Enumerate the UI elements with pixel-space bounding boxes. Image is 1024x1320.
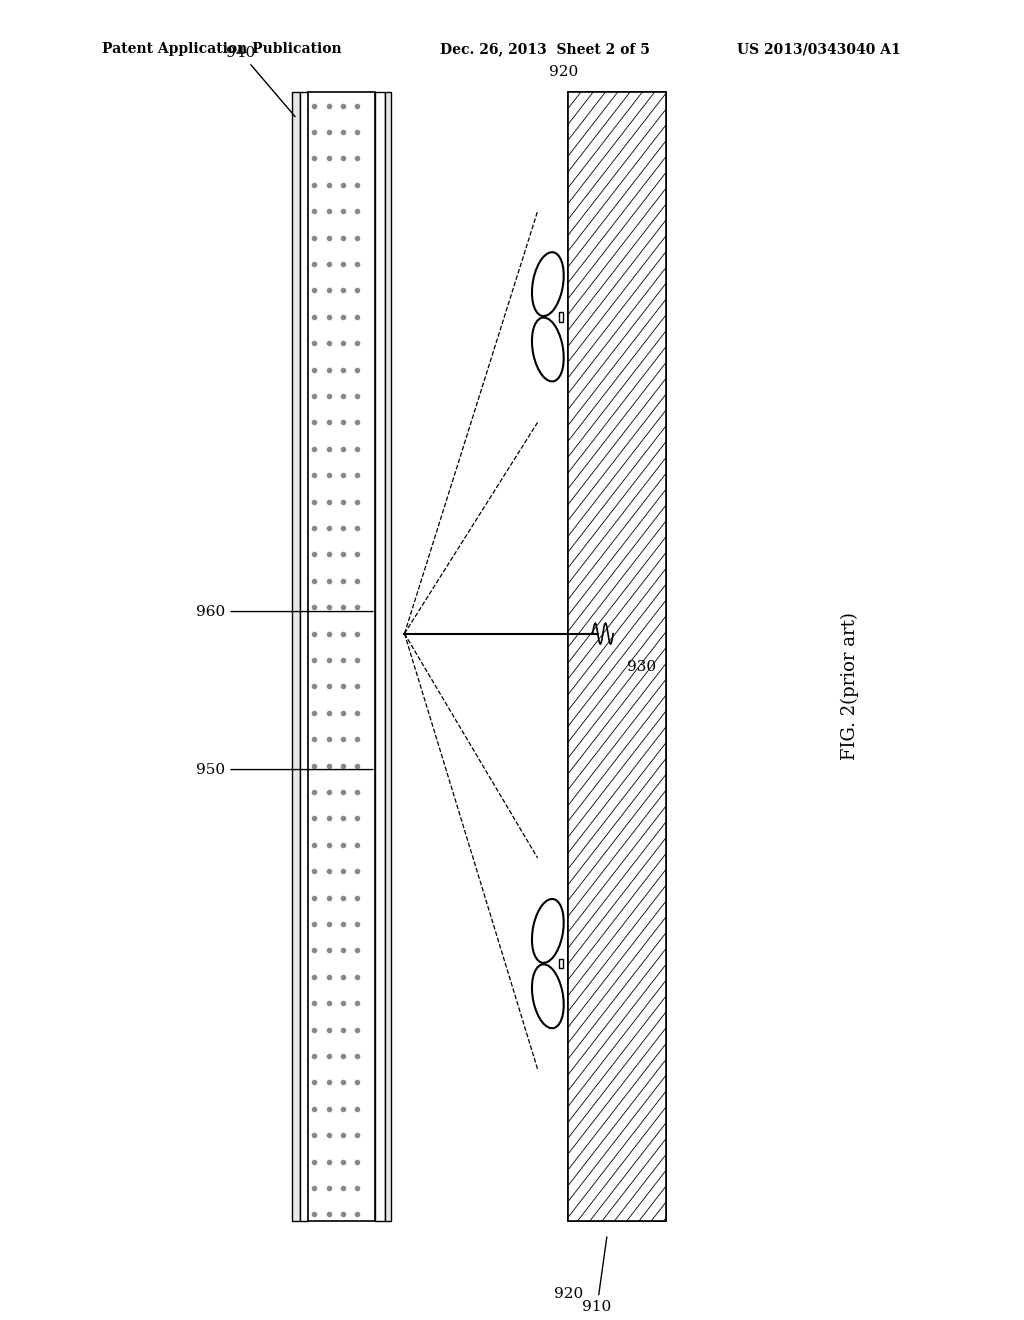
Text: 910: 910: [583, 1237, 611, 1315]
Text: 960: 960: [196, 605, 373, 619]
Text: FIG. 2(prior art): FIG. 2(prior art): [841, 612, 859, 760]
Text: 950: 950: [197, 763, 373, 776]
FancyBboxPatch shape: [375, 92, 385, 1221]
Text: US 2013/0343040 A1: US 2013/0343040 A1: [737, 42, 901, 57]
Text: 930: 930: [627, 660, 656, 675]
FancyBboxPatch shape: [292, 92, 300, 1221]
FancyBboxPatch shape: [308, 92, 375, 1221]
FancyBboxPatch shape: [568, 92, 666, 1221]
Text: Patent Application Publication: Patent Application Publication: [102, 42, 342, 57]
Text: Dec. 26, 2013  Sheet 2 of 5: Dec. 26, 2013 Sheet 2 of 5: [440, 42, 650, 57]
FancyBboxPatch shape: [559, 958, 563, 969]
Text: 920: 920: [549, 65, 578, 79]
FancyBboxPatch shape: [385, 92, 391, 1221]
Text: 920: 920: [554, 1287, 583, 1302]
Text: 940: 940: [226, 46, 295, 116]
Bar: [568, 92, 666, 1221]
FancyBboxPatch shape: [300, 92, 308, 1221]
FancyBboxPatch shape: [559, 312, 563, 322]
